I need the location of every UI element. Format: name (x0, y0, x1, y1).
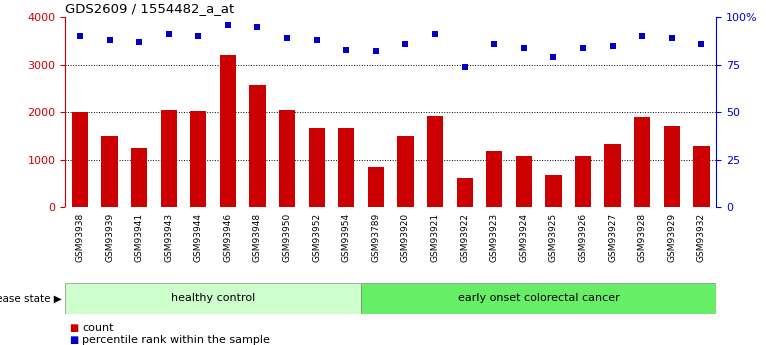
Text: GSM93954: GSM93954 (342, 213, 351, 262)
Text: GSM93921: GSM93921 (430, 213, 440, 262)
Point (607, 43, 619, 48)
FancyBboxPatch shape (65, 283, 361, 314)
Text: GSM93938: GSM93938 (75, 213, 84, 262)
Bar (161, 110, 177, 207)
Text: GSM93927: GSM93927 (608, 213, 617, 262)
Point (103, 37, 116, 43)
Bar (604, 144, 620, 207)
Text: GSM93922: GSM93922 (460, 213, 469, 262)
Bar (72, 112, 88, 207)
Point (162, 31, 175, 37)
Bar (338, 128, 355, 207)
Bar (250, 85, 266, 207)
Point (429, 31, 441, 37)
FancyBboxPatch shape (361, 283, 716, 314)
Bar (663, 126, 680, 207)
Text: healthy control: healthy control (171, 294, 255, 303)
Bar (516, 156, 532, 207)
Text: GSM93950: GSM93950 (283, 213, 292, 262)
Text: GSM93939: GSM93939 (105, 213, 114, 262)
Point (340, 47, 352, 52)
Text: count: count (82, 323, 113, 333)
Point (666, 36, 678, 41)
Bar (368, 167, 384, 207)
Text: GSM93941: GSM93941 (135, 213, 143, 262)
Point (310, 37, 322, 43)
Text: GSM93948: GSM93948 (253, 213, 262, 262)
Point (547, 54, 559, 60)
Point (281, 36, 293, 41)
Text: early onset colorectal cancer: early onset colorectal cancer (458, 294, 620, 303)
Point (251, 24, 264, 30)
Point (696, 41, 708, 47)
Bar (309, 128, 325, 207)
Text: GSM93920: GSM93920 (401, 213, 410, 262)
Bar (101, 136, 118, 207)
Bar (634, 117, 650, 207)
Bar (575, 156, 591, 207)
Text: GSM93952: GSM93952 (313, 213, 321, 262)
Text: GSM93923: GSM93923 (489, 213, 499, 262)
Bar (190, 111, 206, 207)
Text: GDS2609 / 1554482_a_at: GDS2609 / 1554482_a_at (65, 2, 234, 15)
Text: ■: ■ (69, 335, 78, 345)
Text: GSM93928: GSM93928 (638, 213, 647, 262)
Text: GSM93789: GSM93789 (372, 213, 381, 262)
Text: ■: ■ (69, 323, 78, 333)
Bar (131, 148, 147, 207)
Point (459, 64, 471, 69)
Bar (427, 116, 444, 207)
Text: percentile rank within the sample: percentile rank within the sample (82, 335, 270, 345)
Point (133, 39, 146, 45)
Bar (693, 146, 709, 207)
Point (488, 41, 500, 47)
Bar (279, 110, 295, 207)
Point (577, 45, 589, 50)
Bar (486, 151, 502, 207)
Bar (398, 136, 414, 207)
Text: GSM93926: GSM93926 (578, 213, 588, 262)
Point (222, 22, 234, 28)
Point (370, 49, 382, 54)
Point (518, 45, 530, 50)
Text: GSM93943: GSM93943 (164, 213, 173, 262)
Text: GSM93946: GSM93946 (224, 213, 232, 262)
Text: GSM93944: GSM93944 (194, 213, 203, 262)
Text: GSM93925: GSM93925 (549, 213, 558, 262)
Text: GSM93924: GSM93924 (519, 213, 529, 262)
Bar (545, 175, 561, 207)
Bar (220, 55, 236, 207)
Point (399, 41, 411, 47)
Text: GSM93932: GSM93932 (697, 213, 706, 262)
Text: disease state ▶: disease state ▶ (0, 294, 61, 303)
Point (636, 33, 648, 39)
Bar (457, 178, 473, 207)
Text: GSM93929: GSM93929 (667, 213, 676, 262)
Point (192, 33, 205, 39)
Point (74, 33, 86, 39)
